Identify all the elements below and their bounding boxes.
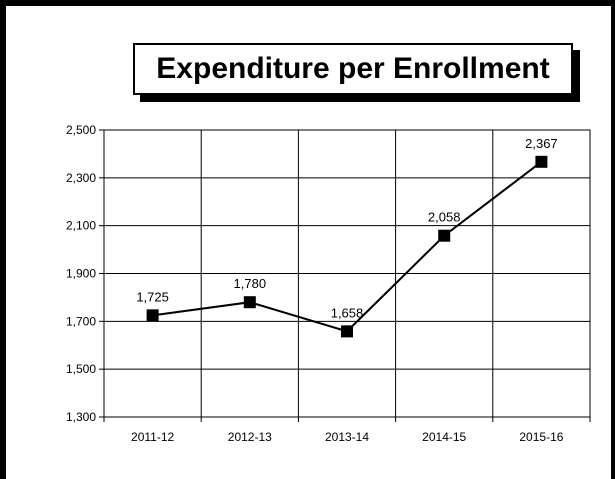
data-label: 2,058 (428, 210, 461, 225)
data-point-marker (438, 229, 451, 242)
data-label: 1,658 (331, 305, 364, 320)
data-point-marker (243, 296, 256, 309)
y-tick-label: 2,100 (66, 219, 96, 233)
data-label: 1,725 (136, 289, 169, 304)
y-tick-label: 2,500 (66, 123, 96, 137)
axes (99, 129, 591, 422)
data-labels: 1,725 1,780 1,658 2,058 2,367 (136, 136, 557, 321)
markers (146, 155, 548, 338)
x-tick-label: 2015-16 (519, 430, 563, 444)
y-tick-label: 2,300 (66, 171, 96, 185)
x-tick-label: 2013-14 (325, 430, 369, 444)
data-point-marker (341, 325, 353, 338)
y-tick-labels: 1,300 1,500 1,700 1,900 2,100 2,300 2,500 (66, 123, 96, 424)
x-tick-labels: 2011-12 2012-13 2013-14 2014-15 2015-16 (131, 430, 564, 444)
x-tick-label: 2012-13 (228, 430, 272, 444)
plot-area-border (103, 129, 591, 418)
x-tick-label: 2014-15 (422, 430, 466, 444)
y-tick-label: 1,300 (66, 410, 96, 424)
y-tick-label: 1,500 (66, 362, 96, 376)
data-label: 2,367 (525, 136, 558, 151)
data-label: 1,780 (234, 276, 267, 291)
y-tick-label: 1,900 (66, 267, 96, 281)
x-tick-label: 2011-12 (131, 430, 174, 444)
data-point-marker (535, 155, 548, 168)
chart-title: Expenditure per Enrollment (133, 43, 573, 95)
y-tick-label: 1,700 (66, 314, 96, 328)
grid (103, 129, 591, 418)
data-point-marker (146, 309, 159, 322)
